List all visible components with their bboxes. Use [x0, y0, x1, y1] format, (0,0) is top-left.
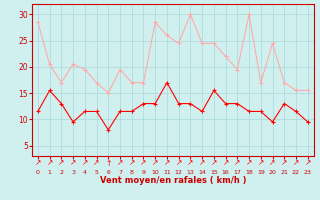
Text: ↗: ↗ — [281, 159, 287, 168]
Text: ↗: ↗ — [234, 159, 241, 168]
Text: ↗: ↗ — [269, 159, 276, 168]
Text: ↗: ↗ — [82, 159, 88, 168]
Text: ↗: ↗ — [129, 159, 135, 168]
Text: ↗: ↗ — [58, 159, 65, 168]
Text: ↗: ↗ — [211, 159, 217, 168]
Text: ↗: ↗ — [152, 159, 158, 168]
Text: ↗: ↗ — [35, 159, 41, 168]
Text: ↗: ↗ — [164, 159, 170, 168]
Text: ↗: ↗ — [70, 159, 76, 168]
Text: ↗: ↗ — [46, 159, 53, 168]
Text: ↗: ↗ — [199, 159, 205, 168]
Text: ↗: ↗ — [117, 159, 123, 168]
Text: ↗: ↗ — [140, 159, 147, 168]
Text: ↑: ↑ — [105, 159, 111, 168]
Text: ↗: ↗ — [293, 159, 299, 168]
X-axis label: Vent moyen/en rafales ( km/h ): Vent moyen/en rafales ( km/h ) — [100, 176, 246, 185]
Text: ↗: ↗ — [258, 159, 264, 168]
Text: ↗: ↗ — [305, 159, 311, 168]
Text: ↗: ↗ — [222, 159, 229, 168]
Text: ↗: ↗ — [93, 159, 100, 168]
Text: ↗: ↗ — [187, 159, 194, 168]
Text: ↗: ↗ — [246, 159, 252, 168]
Text: ↗: ↗ — [175, 159, 182, 168]
